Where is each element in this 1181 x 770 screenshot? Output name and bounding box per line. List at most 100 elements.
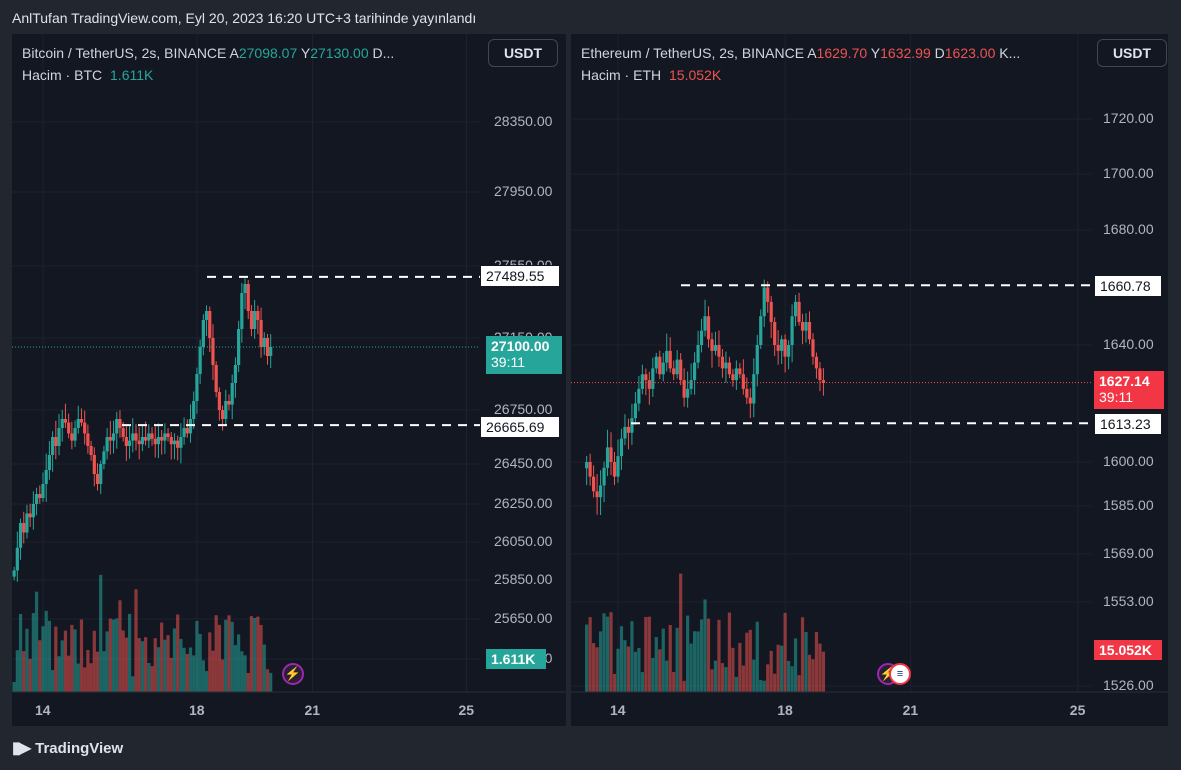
volume-bar — [220, 659, 225, 692]
volume-bar — [76, 663, 80, 692]
volume-bar — [734, 676, 738, 692]
candle-body — [769, 301, 773, 322]
x-tick-label: 14 — [35, 702, 51, 718]
candle-body — [51, 437, 55, 455]
eth-chart-canvas[interactable] — [571, 34, 1168, 726]
volume-bar — [741, 665, 745, 692]
candle-body — [269, 347, 273, 356]
y-tick-label: 1640.00 — [1103, 336, 1154, 352]
lightning-event-icon[interactable]: ⚡ — [282, 663, 304, 685]
candle-body — [160, 437, 164, 441]
tradingview-logo-text: TradingView — [35, 739, 124, 757]
candle-body — [57, 428, 61, 446]
candle-body — [762, 287, 766, 317]
candle-body — [233, 365, 238, 383]
x-tick-label: 21 — [902, 702, 919, 718]
candle-body — [31, 504, 35, 518]
btc-high-value: 27130.00 — [310, 45, 369, 61]
volume-bar — [172, 628, 177, 692]
volume-bar — [626, 646, 631, 692]
candle-body — [147, 433, 151, 441]
volume-bar — [612, 673, 617, 692]
candle-body — [731, 374, 735, 381]
candle-body — [640, 374, 644, 389]
btc-volume-axis-label: 1.611K — [486, 649, 546, 669]
candle-body — [115, 419, 119, 434]
volume-bar — [647, 616, 651, 692]
volume-bar — [67, 655, 71, 692]
candle-body — [134, 433, 138, 441]
btc-high-label: Y — [300, 45, 311, 61]
candle-body — [153, 438, 157, 445]
volume-bar — [724, 667, 728, 692]
candle-body — [150, 433, 154, 439]
candle-body — [598, 485, 603, 498]
volume-bar — [699, 619, 704, 692]
volume-bar — [156, 647, 161, 692]
us-flag-event-icon[interactable]: ≡ — [889, 663, 911, 685]
candle-body — [249, 311, 254, 329]
btc-symbol-legend: Bitcoin / TetherUS, 2s, BINANCE A27098.0… — [22, 45, 394, 61]
volume-bar — [217, 624, 221, 692]
btc-last-price-countdown: 39:11 — [491, 354, 525, 370]
volume-bar — [717, 619, 721, 692]
candle-body — [619, 438, 624, 457]
btc-currency-button[interactable]: USDT — [488, 39, 558, 67]
candle-body — [745, 388, 749, 398]
volume-bar — [790, 666, 794, 692]
candle-body — [661, 362, 665, 375]
candle-body — [776, 345, 780, 351]
btc-chart-panel[interactable]: Bitcoin / TetherUS, 2s, BINANCE A27098.0… — [12, 34, 566, 726]
volume-bar — [689, 643, 693, 692]
candle-body — [76, 419, 80, 428]
candle-body — [86, 433, 90, 446]
volume-bar — [748, 629, 752, 692]
candle-body — [70, 433, 74, 441]
volume-bar — [105, 631, 109, 692]
volume-bar — [738, 642, 742, 692]
btc-chart-canvas[interactable] — [12, 34, 566, 726]
candle-body — [44, 470, 48, 484]
candle-body — [227, 401, 231, 405]
volume-bar — [246, 672, 250, 692]
candle-body — [602, 467, 606, 486]
candle-body — [105, 437, 109, 452]
volume-bar — [780, 645, 784, 692]
candle-body — [699, 330, 704, 345]
btc-volume-legend: Hacim · BTC 1.611K — [22, 67, 153, 83]
volume-bar — [665, 660, 669, 692]
candle-body — [821, 380, 826, 384]
volume-bar — [92, 630, 96, 692]
volume-bar — [95, 651, 100, 692]
volume-bar — [269, 672, 273, 692]
y-tick-label: 1553.00 — [1103, 593, 1154, 609]
candle-body — [22, 523, 26, 533]
volume-bar — [115, 618, 119, 692]
candle-body — [63, 419, 68, 423]
y-tick-label: 27950.00 — [494, 183, 553, 199]
candle-body — [706, 316, 711, 340]
volume-bar — [640, 672, 644, 692]
eth-chart-panel[interactable]: Ethereum / TetherUS, 2s, BINANCE A1629.7… — [571, 34, 1168, 726]
volume-bar — [623, 640, 627, 692]
volume-bar — [166, 635, 170, 692]
volume-bar — [140, 641, 145, 692]
volume-bar — [745, 632, 749, 692]
candle-body — [15, 547, 19, 571]
candle-body — [204, 311, 209, 320]
volume-bar — [776, 644, 780, 692]
candle-body — [237, 329, 241, 365]
volume-bar — [108, 618, 112, 692]
candle-body — [111, 433, 116, 441]
eth-currency-button[interactable]: USDT — [1097, 39, 1167, 67]
candle-body — [797, 301, 801, 322]
candle-body — [92, 455, 96, 474]
volume-bar — [630, 621, 634, 692]
volume-bar — [12, 682, 16, 692]
tradingview-logo[interactable]: ▮▶ TradingView — [12, 738, 123, 758]
candle-body — [630, 418, 634, 433]
publish-caption: AnlTufan TradingView.com, Eyl 20, 2023 1… — [12, 10, 477, 26]
volume-bar — [800, 617, 805, 692]
volume-bar — [237, 634, 241, 692]
volume-bar — [121, 630, 125, 692]
